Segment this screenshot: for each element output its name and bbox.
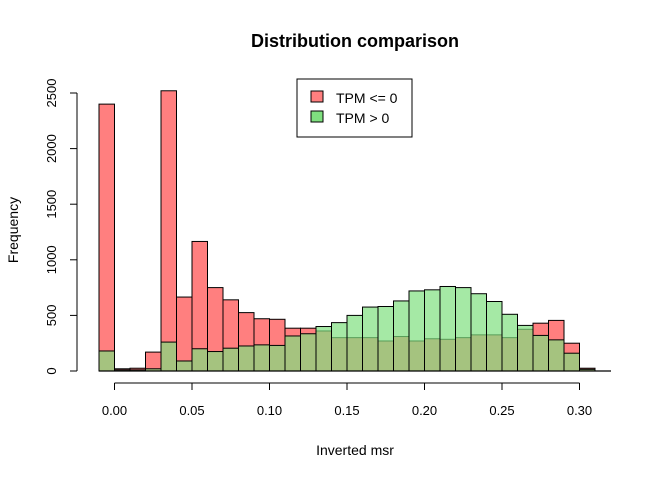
bar-tpm-gt-0-28: [532, 334, 549, 372]
bar-tpm-gt-0-16: [346, 314, 363, 372]
bar-tpm-gt-0-0: [98, 350, 115, 372]
histogram-bars: [98, 90, 611, 372]
legend-label-tpm-le-0: TPM <= 0: [336, 90, 398, 106]
bar-tpm-le-0-5: [176, 296, 193, 372]
y-tick-label-0: 0: [44, 367, 59, 374]
y-axis: 0 500 1000 1500 2000 2500: [44, 79, 78, 375]
bar-tpm-gt-0-21: [424, 289, 441, 372]
bar-tpm-le-0-4: [160, 90, 177, 372]
bar-tpm-gt-0-13: [300, 333, 317, 372]
legend-swatch-tpm-le-0: [310, 90, 324, 103]
bar-tpm-gt-0-5: [176, 360, 193, 372]
y-tick-label-2: 1000: [44, 245, 59, 274]
bar-tpm-gt-0-9: [238, 345, 255, 372]
bar-tpm-gt-0-26: [501, 313, 518, 372]
x-tick-label-2: 0.10: [257, 403, 282, 418]
bar-tpm-gt-0-14: [315, 326, 332, 372]
y-tick-label-1: 500: [44, 305, 59, 327]
y-tick-label-5: 2500: [44, 79, 59, 108]
bar-tpm-gt-0-17: [362, 306, 379, 372]
legend: TPM <= 0 TPM > 0: [296, 78, 413, 138]
bar-tpm-gt-0-19: [393, 300, 410, 372]
bar-tpm-gt-0-12: [284, 335, 301, 372]
bar-tpm-gt-0-15: [331, 322, 348, 372]
x-axis: 0.00 0.05 0.10 0.15 0.20 0.25 0.30: [102, 382, 592, 418]
legend-swatch-tpm-gt-0: [310, 110, 324, 123]
chart-title: Distribution comparison: [251, 31, 459, 51]
y-axis-label: Frequency: [5, 197, 21, 263]
bar-tpm-gt-0-8: [222, 347, 239, 372]
bar-tpm-gt-0-24: [470, 293, 487, 372]
legend-box: [296, 78, 413, 138]
bar-tpm-gt-0-27: [517, 324, 534, 372]
bar-tpm-gt-0-25: [486, 301, 503, 372]
x-tick-label-1: 0.05: [179, 403, 204, 418]
bar-tpm-gt-0-6: [191, 348, 208, 372]
x-tick-label-6: 0.30: [567, 403, 592, 418]
bar-tpm-gt-0-7: [207, 351, 224, 372]
x-tick-label-4: 0.20: [412, 403, 437, 418]
bar-tpm-gt-0-30: [563, 352, 580, 372]
bar-tpm-gt-0-10: [253, 344, 270, 372]
bar-tpm-gt-0-11: [269, 344, 286, 372]
x-tick-label-3: 0.15: [334, 403, 359, 418]
bar-tpm-gt-0-18: [377, 306, 394, 372]
bar-tpm-gt-0-22: [439, 285, 456, 372]
legend-label-tpm-gt-0: TPM > 0: [336, 110, 390, 126]
bar-tpm-gt-0-20: [408, 290, 425, 372]
bar-tpm-gt-0-29: [548, 339, 565, 372]
x-axis-label: Inverted msr: [316, 442, 394, 458]
bar-tpm-le-0-0: [98, 103, 115, 372]
bar-tpm-gt-0-4: [160, 341, 177, 372]
x-tick-label-5: 0.25: [489, 403, 514, 418]
y-tick-label-4: 2000: [44, 134, 59, 163]
bar-tpm-gt-0-23: [455, 287, 472, 372]
x-tick-label-0: 0.00: [102, 403, 127, 418]
bar-tpm-le-0-3: [145, 351, 162, 372]
y-tick-label-3: 1500: [44, 190, 59, 219]
